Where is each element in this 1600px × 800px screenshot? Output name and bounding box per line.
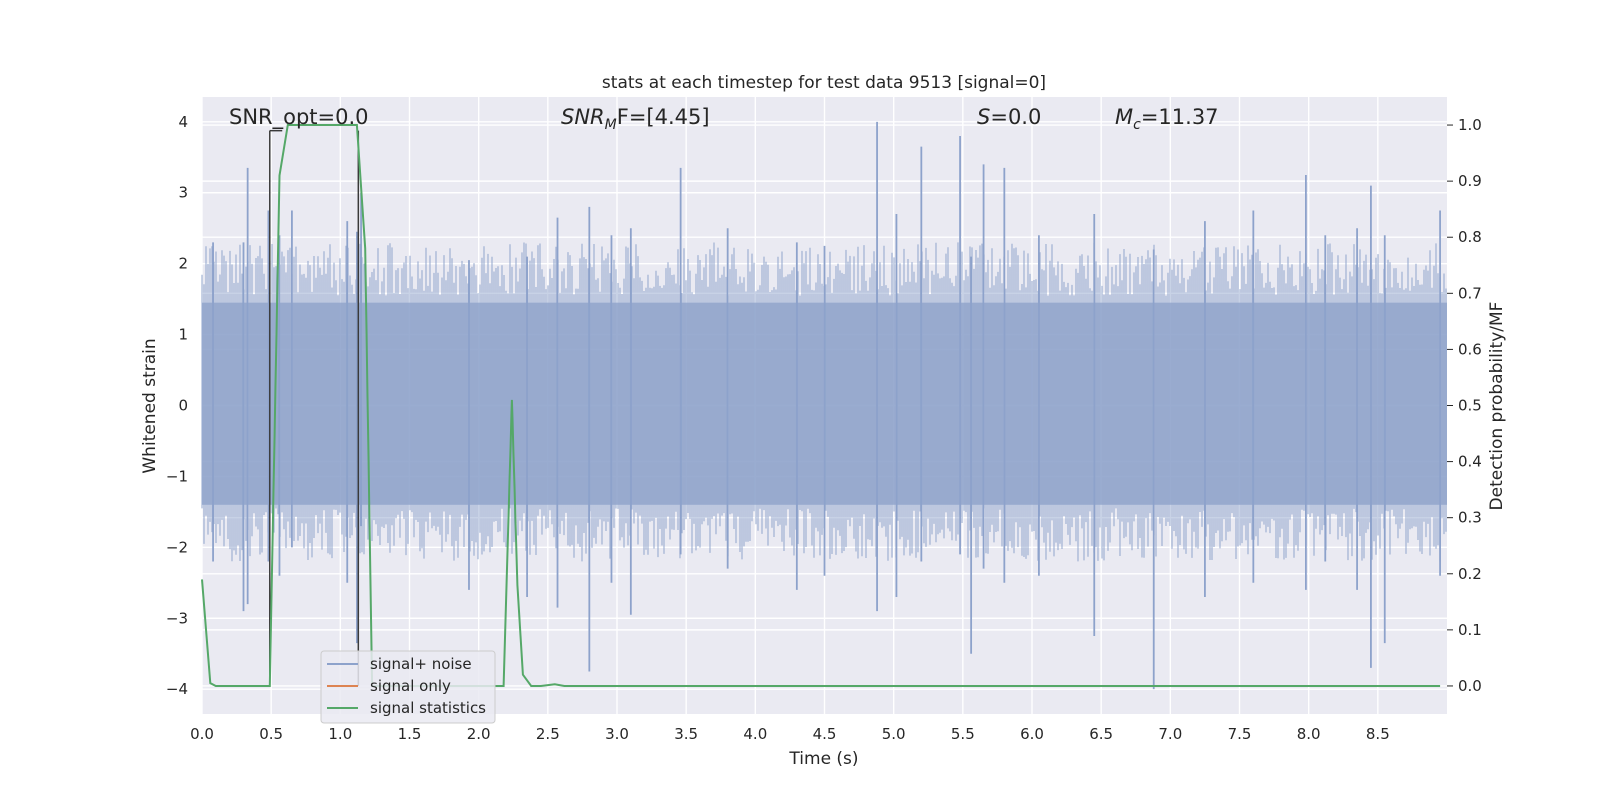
x-tick-label: 0.0 <box>190 725 214 743</box>
x-axis-ticks: 0.0 0.5 1.0 1.5 2.0 2.5 3.0 3.5 4.0 4.5 5.0 5.5 6.0 6… <box>190 725 1390 743</box>
right-axis-label: Detection probability/MF <box>1487 302 1507 511</box>
left-tick-label: 0 <box>178 397 188 415</box>
x-tick-label: 4.5 <box>813 725 837 743</box>
mc-annotation: Mc=11.37 <box>1115 105 1219 133</box>
x-tick-label: 7.0 <box>1158 725 1182 743</box>
left-axis-ticks: −4 −3 −2 −1 0 1 2 3 4 <box>166 113 188 698</box>
left-tick-label: −4 <box>166 680 188 698</box>
right-tick-label: 0.5 <box>1458 397 1482 415</box>
right-axis-ticks: 0.0 0.1 0.2 0.3 0.4 0.5 0.6 0.7 0.8 0.9 1.0 <box>1447 116 1482 695</box>
x-tick-label: 1.5 <box>398 725 422 743</box>
x-tick-label: 4.0 <box>743 725 767 743</box>
s-label: S <box>977 105 990 129</box>
legend-label-signal-only: signal only <box>370 677 451 695</box>
legend-label-signal-statistics: signal statistics <box>370 699 486 717</box>
x-tick-label: 6.0 <box>1020 725 1044 743</box>
left-tick-label: 2 <box>178 255 188 273</box>
s-annotation: S=0.0 <box>977 105 1041 129</box>
strain-series <box>201 121 1447 690</box>
right-tick-label: 0.4 <box>1458 453 1482 471</box>
x-tick-label: 2.0 <box>467 725 491 743</box>
x-tick-label: 8.0 <box>1297 725 1321 743</box>
snr-mf-base: SNR <box>561 105 605 129</box>
left-tick-label: −2 <box>166 538 188 556</box>
mc-subscript: c <box>1133 117 1141 133</box>
x-axis-label: Time (s) <box>788 749 858 769</box>
strain-noise <box>201 242 1447 562</box>
chart-title: stats at each timestep for test data 951… <box>602 73 1046 93</box>
left-tick-label: −1 <box>166 467 188 485</box>
s-value: =0.0 <box>990 105 1041 129</box>
snr-opt-annotation: SNR_opt=0.0 <box>229 105 369 130</box>
x-tick-label: 3.5 <box>674 725 698 743</box>
left-tick-label: −3 <box>166 609 188 627</box>
legend-label-signal-noise: signal+ noise <box>370 655 472 673</box>
right-tick-label: 0.0 <box>1458 677 1482 695</box>
x-tick-label: 3.0 <box>605 725 629 743</box>
right-tick-label: 0.6 <box>1458 340 1482 358</box>
x-tick-label: 0.5 <box>259 725 283 743</box>
x-tick-label: 1.0 <box>328 725 352 743</box>
right-tick-label: 0.7 <box>1458 284 1482 302</box>
marker-lines <box>269 129 360 686</box>
right-tick-label: 0.1 <box>1458 621 1482 639</box>
legend: signal+ noise signal only signal statist… <box>320 650 496 724</box>
x-tick-label: 5.5 <box>951 725 975 743</box>
right-tick-label: 1.0 <box>1458 116 1482 134</box>
left-tick-label: 4 <box>178 113 188 131</box>
x-tick-label: 2.5 <box>536 725 560 743</box>
x-tick-label: 8.5 <box>1366 725 1390 743</box>
snr-mf-value: F=[4.45] <box>617 105 710 129</box>
x-tick-label: 6.5 <box>1089 725 1113 743</box>
mc-value: =11.37 <box>1141 105 1219 129</box>
x-tick-label: 5.0 <box>882 725 906 743</box>
left-tick-label: 3 <box>178 184 188 202</box>
mc-base: M <box>1115 105 1133 129</box>
right-tick-label: 0.3 <box>1458 509 1482 527</box>
left-tick-label: 1 <box>178 326 188 344</box>
legend-box <box>320 650 496 724</box>
snr-mf-subscript: M <box>605 117 617 133</box>
right-tick-label: 0.2 <box>1458 565 1482 583</box>
right-tick-label: 0.9 <box>1458 172 1482 190</box>
left-axis-label: Whitened strain <box>140 338 160 473</box>
x-tick-label: 7.5 <box>1228 725 1252 743</box>
right-tick-label: 0.8 <box>1458 228 1482 246</box>
snr-mf-annotation: SNRMF=[4.45] <box>561 105 710 133</box>
